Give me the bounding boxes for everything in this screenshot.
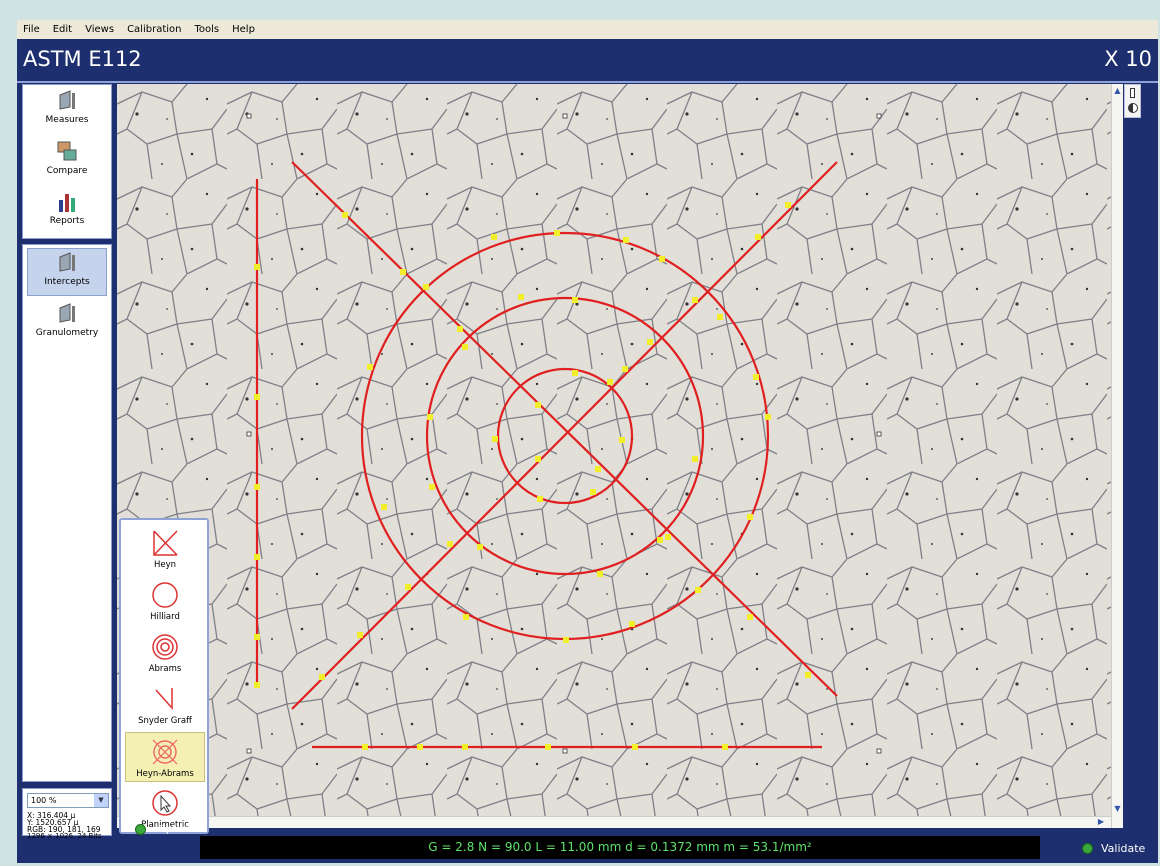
zoom-value: 100 % <box>31 796 57 805</box>
method-heyn-label: Heyn <box>153 560 177 570</box>
menu-views[interactable]: Views <box>85 24 115 35</box>
heyn-abrams-overlay <box>255 161 838 749</box>
magnification-label: X 10 <box>1104 47 1152 71</box>
image-size: 1296 × 1026, 24 Bits <box>27 832 102 840</box>
method-hilliard-label: Hilliard <box>150 612 180 622</box>
menu-tools[interactable]: Tools <box>194 24 220 35</box>
measurement-results: G = 2.8 N = 90.0 L = 11.00 mm d = 0.1372… <box>200 836 1040 859</box>
intercept-points <box>254 202 811 750</box>
play-icon <box>1082 843 1093 854</box>
nav-granulometry-label: Granulometry <box>35 328 99 338</box>
menu-bar: File Edit Views Calibration Tools Help <box>17 20 1158 39</box>
left-panel: Measures Compare Reports Intercepts Gran… <box>22 84 112 840</box>
method-planimetric[interactable]: Planimetric <box>125 784 205 834</box>
chevron-down-icon: ▾ <box>197 825 202 833</box>
method-snyder-graff[interactable]: Snyder Graff <box>125 680 205 730</box>
app-title: ASTM E112 <box>23 47 142 71</box>
nav-compare[interactable]: Compare <box>27 138 107 186</box>
nav-reports[interactable]: Reports <box>27 188 107 236</box>
zoom-select[interactable]: 100 % ▼ <box>27 793 109 808</box>
method-hilliard[interactable]: Hilliard <box>125 576 205 626</box>
options-menu[interactable]: Options ▾ <box>135 818 201 840</box>
hilliard-circle-icon <box>152 582 178 608</box>
micrograph-canvas[interactable] <box>117 84 1111 828</box>
method-heyn-abrams-label: Heyn-Abrams <box>136 769 194 779</box>
nav-sub-group: Intercepts Granulometry <box>22 244 112 782</box>
heyn-icon <box>153 530 178 556</box>
planimetric-cursor-icon <box>152 790 178 816</box>
granulometry-icon <box>59 303 75 323</box>
reports-icon <box>59 194 75 212</box>
image-viewer[interactable] <box>117 84 1111 828</box>
scroll-down-icon[interactable]: ▼ <box>1114 804 1121 813</box>
validate-button[interactable]: Validate <box>1082 842 1145 855</box>
chevron-down-icon[interactable]: ▼ <box>94 794 108 807</box>
ruler-icon[interactable] <box>1130 88 1135 98</box>
reference-markers <box>246 113 882 754</box>
validate-label: Validate <box>1101 842 1146 855</box>
horizontal-scrollbar[interactable]: ▶ <box>117 816 1111 828</box>
intercepts-icon <box>59 252 75 272</box>
zoom-info-box: 100 % ▼ X: 316.404 µ Y: 1520.657 µ RGB: … <box>22 788 112 840</box>
method-heyn-abrams[interactable]: Heyn-Abrams <box>125 732 205 782</box>
menu-file[interactable]: File <box>23 24 40 35</box>
rgb-readout: RGB: 190, 181, 169 <box>27 825 101 834</box>
method-snyder-graff-label: Snyder Graff <box>138 716 192 726</box>
coord-x: X: 316.404 µ <box>27 811 76 820</box>
options-label: Options <box>158 823 197 835</box>
heyn-abrams-icon <box>152 739 178 765</box>
application-window: File Edit Views Calibration Tools Help A… <box>17 20 1158 863</box>
coord-y: Y: 1520.657 µ <box>27 818 79 827</box>
nav-compare-label: Compare <box>46 166 88 176</box>
measures-icon <box>59 90 75 110</box>
menu-calibration[interactable]: Calibration <box>127 24 182 35</box>
nav-measures[interactable]: Measures <box>27 87 107 135</box>
scroll-right-icon[interactable]: ▶ <box>1097 817 1105 826</box>
method-palette: Heyn Hilliard Abrams Snyder Graff Heyn-A… <box>119 518 209 834</box>
vertical-scrollbar[interactable]: ▲ ▼ <box>1111 84 1123 828</box>
compare-icon <box>57 141 77 161</box>
options-arrow-icon <box>135 823 146 835</box>
nav-intercepts-label: Intercepts <box>44 277 90 287</box>
title-bar: ASTM E112 X 10 <box>17 39 1158 83</box>
menu-edit[interactable]: Edit <box>52 24 73 35</box>
nav-measures-label: Measures <box>45 115 89 125</box>
menu-help[interactable]: Help <box>232 24 255 35</box>
method-planimetric-label: Planimetric <box>141 820 189 830</box>
method-abrams[interactable]: Abrams <box>125 628 205 678</box>
nav-reports-label: Reports <box>49 216 85 226</box>
scroll-up-icon[interactable]: ▲ <box>1114 86 1121 95</box>
nav-main-group: Measures Compare Reports <box>22 84 112 239</box>
nav-granulometry[interactable]: Granulometry <box>27 300 107 348</box>
snyder-graff-icon <box>155 688 173 710</box>
abrams-rings-icon <box>152 634 178 660</box>
contrast-icon[interactable] <box>1128 103 1138 113</box>
side-tool-strip <box>1124 84 1141 118</box>
nav-intercepts[interactable]: Intercepts <box>27 248 107 296</box>
method-heyn[interactable]: Heyn <box>125 524 205 574</box>
method-abrams-label: Abrams <box>148 664 182 674</box>
